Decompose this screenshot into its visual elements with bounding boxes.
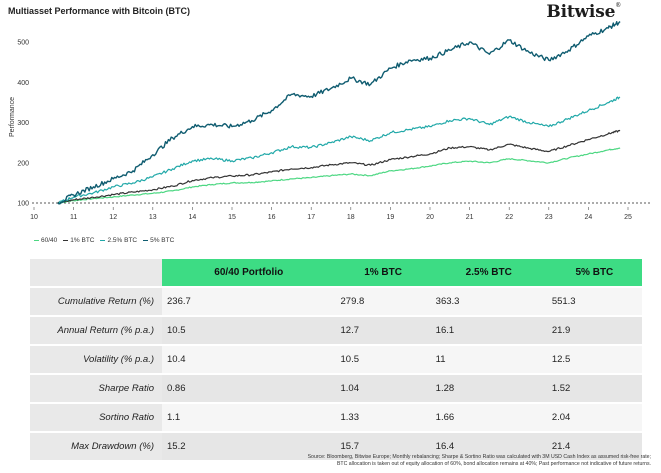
x-tick-label: 23: [545, 214, 553, 221]
table-row: Volatility (% p.a.) 10.4 10.5 11 12.5: [30, 345, 642, 374]
x-axis: 10 11 12 13 14 15 16 17 18 19 20 21 22 23 24 25: [30, 203, 650, 221]
column-header: 2.5% BTC: [431, 258, 547, 287]
legend-item-60-40: 60/40: [34, 237, 57, 244]
x-tick-label: 24: [585, 214, 593, 221]
table-cell: 11: [431, 345, 547, 374]
series-line-1: [58, 148, 620, 203]
legend-item-1-btc: 1% BTC: [63, 237, 94, 244]
x-tick-label: 21: [466, 214, 474, 221]
table-cell: 1.66: [431, 403, 547, 432]
table-row: Sortino Ratio 1.1 1.33 1.66 2.04: [30, 403, 642, 432]
x-tick-label: 13: [149, 214, 157, 221]
table-cell: 1.1: [162, 403, 336, 432]
series-line-3: [58, 97, 620, 204]
table-cell: 236.7: [162, 287, 336, 316]
table-cell: 21.9: [547, 316, 642, 345]
legend-swatch: [34, 240, 39, 242]
x-tick-label: 19: [387, 214, 395, 221]
legend-swatch: [63, 240, 68, 242]
table-cell: 279.8: [336, 287, 431, 316]
x-tick-label: 14: [189, 214, 197, 221]
table-cell: 16.1: [431, 316, 547, 345]
y-tick-label: 100: [17, 201, 29, 208]
table-cell: 12.5: [547, 345, 642, 374]
table-cell: 0.86: [162, 374, 336, 403]
source-footnote: Source: Bloomberg, Bitwise Europe; Month…: [231, 454, 651, 468]
row-label: Annual Return (% p.a.): [30, 316, 162, 345]
source-line: Source: Bloomberg, Bitwise Europe; Month…: [231, 454, 651, 461]
table-cell: 1.33: [336, 403, 431, 432]
x-tick-label: 17: [307, 214, 315, 221]
series-layer: [58, 22, 620, 204]
table-cell: 2.04: [547, 403, 642, 432]
table-cell: 10.4: [162, 345, 336, 374]
source-line: BTC allocation is taken out of equity al…: [231, 461, 651, 468]
row-label: Volatility (% p.a.): [30, 345, 162, 374]
y-axis-label: Performance: [9, 97, 16, 137]
legend-swatch: [143, 240, 148, 242]
statistics-table: 60/40 Portfolio 1% BTC 2.5% BTC 5% BTC C…: [30, 257, 642, 460]
x-tick-label: 10: [30, 214, 38, 221]
y-tick-label: 400: [17, 80, 29, 87]
table-row: Sharpe Ratio 0.86 1.04 1.28 1.52: [30, 374, 642, 403]
table-cell: 551.3: [547, 287, 642, 316]
legend-item-2-5-btc: 2.5% BTC: [100, 237, 137, 244]
x-tick-label: 18: [347, 214, 355, 221]
table-cell: 363.3: [431, 287, 547, 316]
row-label: Sortino Ratio: [30, 403, 162, 432]
x-tick-label: 11: [70, 214, 77, 221]
legend-label: 2.5% BTC: [107, 237, 137, 244]
row-label: Max Drawdown (%): [30, 432, 162, 460]
table-cell: 1.52: [547, 374, 642, 403]
chart-legend: 60/40 1% BTC 2.5% BTC 5% BTC: [34, 237, 174, 244]
legend-label: 60/40: [41, 237, 57, 244]
table-row: Annual Return (% p.a.) 10.5 12.7 16.1 21…: [30, 316, 642, 345]
x-tick-label: 16: [268, 214, 276, 221]
column-header: 1% BTC: [336, 258, 431, 287]
legend-swatch: [100, 240, 105, 242]
y-tick-label: 200: [17, 160, 29, 167]
table-header-row: 60/40 Portfolio 1% BTC 2.5% BTC 5% BTC: [30, 258, 642, 287]
column-header: 60/40 Portfolio: [162, 258, 336, 287]
legend-label: 1% BTC: [70, 237, 94, 244]
y-axis: 100 200 300 400 500: [17, 40, 29, 208]
table-cell: 1.04: [336, 374, 431, 403]
table-cell: 1.28: [431, 374, 547, 403]
x-tick-label: 22: [505, 214, 513, 221]
legend-label: 5% BTC: [150, 237, 174, 244]
column-header: 5% BTC: [547, 258, 642, 287]
table-cell: 10.5: [162, 316, 336, 345]
row-label: Sharpe Ratio: [30, 374, 162, 403]
table-corner-cell: [30, 258, 162, 287]
x-tick-label: 25: [624, 214, 632, 221]
table-row: Cumulative Return (%) 236.7 279.8 363.3 …: [30, 287, 642, 316]
x-tick-label: 15: [228, 214, 236, 221]
x-tick-label: 20: [426, 214, 434, 221]
y-tick-label: 500: [17, 40, 29, 47]
series-line-4: [58, 22, 620, 204]
y-tick-label: 300: [17, 120, 29, 127]
table-cell: 12.7: [336, 316, 431, 345]
performance-chart: 100 200 300 400 500 10 11 12 13 14 15 16 17 18 19 20 21…: [0, 0, 661, 235]
legend-item-5-btc: 5% BTC: [143, 237, 174, 244]
row-label: Cumulative Return (%): [30, 287, 162, 316]
x-tick-label: 12: [109, 214, 117, 221]
table-cell: 10.5: [336, 345, 431, 374]
